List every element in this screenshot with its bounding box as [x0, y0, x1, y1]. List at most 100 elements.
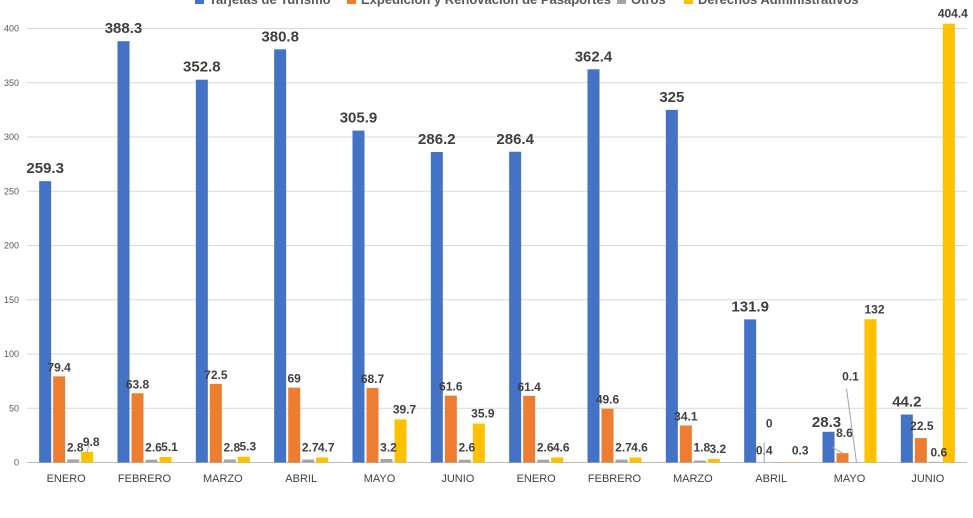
- data-label: 404.4: [938, 7, 968, 21]
- data-label: 4.6: [631, 441, 648, 455]
- data-label: 39.7: [393, 402, 417, 416]
- legend-swatch: [617, 0, 626, 4]
- bar: [587, 69, 600, 463]
- bar: [53, 376, 66, 463]
- bar: [237, 456, 250, 463]
- leader-line: [832, 446, 843, 454]
- bar: [537, 459, 550, 463]
- data-label: 2.8: [67, 441, 84, 455]
- bar: [352, 130, 365, 463]
- x-tick-label: JUNIO: [441, 473, 474, 485]
- x-tick-label: ABRIL: [755, 473, 787, 485]
- data-label: 0.3: [792, 444, 809, 458]
- data-label: 5.3: [239, 440, 256, 454]
- bar: [928, 461, 941, 463]
- data-label: 1.8: [693, 441, 710, 455]
- bar: [394, 419, 407, 463]
- data-label: 352.8: [183, 59, 221, 76]
- bar: [942, 23, 955, 463]
- bar: [131, 393, 144, 463]
- x-tick-label: ABRIL: [285, 473, 317, 485]
- data-label: 3.2: [380, 441, 397, 455]
- data-label: 259.3: [26, 160, 64, 177]
- legend-item: Derechos Administrativos: [684, 0, 859, 7]
- bar: [864, 319, 877, 463]
- bar: [117, 41, 130, 463]
- bar: [665, 109, 678, 463]
- data-label: 388.3: [105, 20, 143, 37]
- data-label: 3.2: [709, 442, 726, 456]
- legend-swatch: [684, 0, 693, 4]
- legend-item: Tarjetas de Turismo: [195, 0, 331, 7]
- y-tick-label: 150: [4, 295, 19, 305]
- data-label: 34.1: [674, 410, 698, 424]
- y-tick-label: 250: [4, 186, 19, 196]
- bar: [366, 387, 379, 463]
- y-tick-label: 0: [14, 458, 19, 468]
- bar: [302, 459, 315, 463]
- y-tick-label: 400: [4, 24, 19, 34]
- data-label: 0.1: [842, 370, 859, 384]
- bar: [822, 431, 835, 463]
- legend-item: Otros: [617, 0, 666, 7]
- bar: [430, 151, 443, 463]
- data-label: 286.2: [418, 131, 456, 148]
- data-label: 4.6: [553, 441, 570, 455]
- x-tick-label: ENERO: [517, 473, 557, 485]
- bar: [288, 387, 301, 463]
- bar: [551, 457, 564, 463]
- data-label: 131.9: [731, 298, 769, 315]
- bar: [274, 49, 287, 463]
- bar: [458, 459, 471, 463]
- data-label: 72.5: [204, 368, 228, 382]
- data-label: 44.2: [892, 394, 921, 411]
- data-label: 0.6: [930, 446, 947, 460]
- bar: [145, 459, 158, 463]
- data-label: 28.3: [812, 414, 841, 431]
- data-label: 63.8: [126, 377, 150, 391]
- data-label: 2.7: [615, 441, 632, 455]
- bar: [159, 456, 172, 463]
- bar: [316, 457, 329, 463]
- legend-swatch: [195, 0, 204, 4]
- bar: [509, 151, 522, 463]
- data-label: 2.8: [223, 441, 240, 455]
- bar: [836, 453, 849, 463]
- bar: [444, 395, 457, 463]
- data-label: 380.8: [261, 28, 299, 45]
- data-label: 9.8: [83, 435, 100, 449]
- data-label: 68.7: [361, 372, 385, 386]
- data-label: 325: [659, 89, 684, 106]
- data-label: 286.4: [496, 131, 534, 148]
- y-tick-label: 100: [4, 349, 19, 359]
- data-label: 2.6: [458, 441, 475, 455]
- data-label: 69: [287, 372, 301, 386]
- data-label: 61.4: [517, 380, 541, 394]
- x-tick-label: FEBRERO: [118, 473, 172, 485]
- data-label: 132: [864, 302, 884, 316]
- bar: [472, 423, 485, 463]
- bar: [209, 383, 222, 463]
- x-tick-label: ENERO: [47, 473, 87, 485]
- leader-line: [846, 388, 857, 463]
- legend-label: Derechos Administrativos: [698, 0, 859, 7]
- legend-item: Expedición y Renovación de Pasaportes: [347, 0, 611, 7]
- bar: [195, 79, 208, 463]
- data-label: 8.6: [836, 426, 853, 440]
- bar: [223, 459, 236, 463]
- bar: [615, 459, 628, 463]
- data-label: 22.5: [910, 419, 934, 433]
- bar: [900, 414, 913, 463]
- data-label: 4.7: [318, 440, 335, 454]
- bar: [523, 395, 536, 463]
- leader-line: [86, 442, 90, 452]
- bar: [693, 460, 706, 463]
- x-tick-label: JUNIO: [911, 473, 944, 485]
- bar: [914, 438, 927, 463]
- bar: [679, 425, 692, 463]
- bar: [601, 408, 614, 463]
- x-tick-label: MARZO: [673, 473, 713, 485]
- bar: [707, 459, 720, 463]
- legend: Tarjetas de Turismo Expedición y Renovaci…: [0, 0, 973, 8]
- x-tick-label: MAYO: [364, 473, 396, 485]
